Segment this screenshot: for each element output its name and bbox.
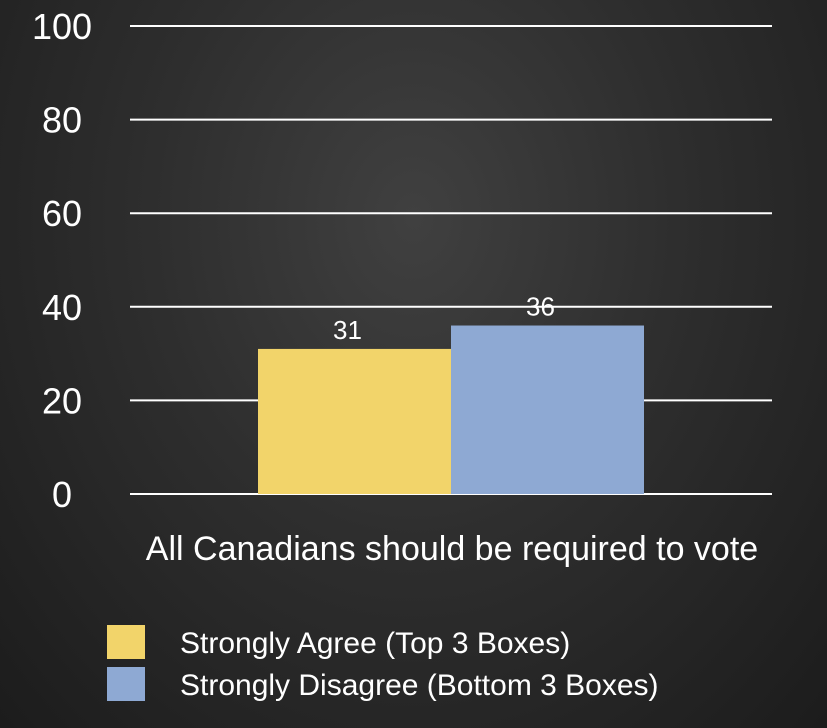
data-label-strongly-agree: 31 — [333, 315, 362, 345]
legend-swatch-strongly-disagree — [107, 667, 145, 701]
bar-strongly-agree — [258, 348, 451, 494]
bars — [258, 325, 644, 494]
bar-strongly-disagree — [451, 325, 644, 494]
y-tick-label-60: 60 — [42, 193, 82, 234]
x-axis-category-label: All Canadians should be required to vote — [146, 530, 758, 568]
y-axis-ticks: 0 20 40 60 80 100 — [32, 6, 92, 515]
legend-swatch-strongly-agree — [107, 625, 145, 659]
y-tick-label-0: 0 — [52, 474, 72, 515]
data-labels: 31 36 — [333, 292, 555, 345]
data-label-strongly-disagree: 36 — [526, 292, 555, 322]
legend-label-strongly-disagree: Strongly Disagree (Bottom 3 Boxes) — [180, 669, 659, 702]
y-tick-label-80: 80 — [42, 100, 82, 141]
gridlines — [130, 25, 772, 495]
y-tick-label-40: 40 — [42, 287, 82, 328]
y-tick-label-100: 100 — [32, 6, 92, 47]
legend-label-strongly-agree: Strongly Agree (Top 3 Boxes) — [180, 627, 570, 660]
y-tick-label-20: 20 — [42, 380, 82, 421]
legend: Strongly Agree (Top 3 Boxes) Strongly Dis… — [107, 625, 659, 702]
